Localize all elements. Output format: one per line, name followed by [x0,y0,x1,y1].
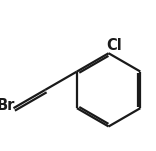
Text: Cl: Cl [107,38,122,53]
Text: Br: Br [0,98,15,113]
